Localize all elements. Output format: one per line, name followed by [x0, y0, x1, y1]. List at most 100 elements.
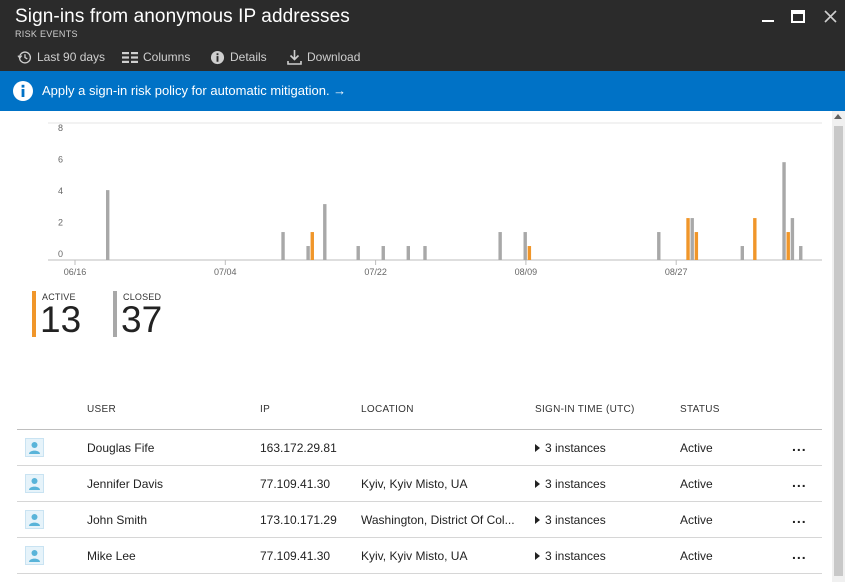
closed-bar[interactable] — [523, 232, 527, 260]
scroll-up-arrow-icon[interactable] — [834, 114, 842, 119]
maximize-icon[interactable] — [789, 8, 807, 26]
active-value: 13 — [40, 299, 82, 340]
cell-user: John Smith — [87, 513, 148, 527]
download-icon — [287, 50, 302, 65]
cell-ip: 77.109.41.30 — [260, 549, 331, 563]
table-header: USER IP LOCATION SIGN-IN TIME (UTC) STAT… — [17, 392, 822, 430]
minimize-icon[interactable] — [759, 8, 777, 26]
table-row[interactable]: Mike Lee 77.109.41.30 Kyiv, Kyiv Misto, … — [17, 538, 822, 574]
close-icon[interactable] — [822, 8, 840, 26]
blade-header: Sign-ins from anonymous IP addresses RIS… — [0, 0, 845, 71]
y-tick-label: 4 — [58, 186, 63, 196]
closed-bar[interactable] — [356, 246, 360, 260]
column-header-ip[interactable]: IP — [260, 404, 271, 415]
user-avatar-icon — [25, 546, 44, 565]
user-avatar-icon — [25, 438, 44, 457]
active-label: ACTIVE — [42, 292, 76, 302]
policy-banner: Apply a sign-in risk policy for automati… — [0, 71, 845, 111]
closed-bar[interactable] — [657, 232, 661, 260]
event-counts: ACTIVE 13 CLOSED 37 — [0, 291, 300, 351]
y-tick-label: 8 — [58, 123, 63, 133]
vertical-scrollbar[interactable] — [832, 111, 845, 582]
closed-bar[interactable] — [306, 246, 310, 260]
expand-caret-icon — [535, 480, 540, 488]
download-label: Download — [307, 50, 361, 64]
expand-caret-icon — [535, 516, 540, 524]
columns-icon — [122, 51, 138, 63]
instances-label: 3 instances — [545, 477, 606, 491]
closed-bar[interactable] — [406, 246, 410, 260]
x-tick-label: 07/04 — [214, 267, 237, 277]
scrollbar-thumb[interactable] — [834, 126, 843, 576]
instances-label: 3 instances — [545, 549, 606, 563]
closed-bar[interactable] — [106, 190, 110, 260]
closed-bar[interactable] — [498, 232, 502, 260]
active-bar[interactable] — [527, 246, 532, 260]
closed-bar[interactable] — [381, 246, 385, 260]
y-tick-label: 2 — [58, 217, 63, 227]
closed-bar[interactable] — [799, 246, 803, 260]
cell-user: Douglas Fife — [87, 441, 155, 455]
cell-signin-time[interactable]: 3 instances — [535, 549, 675, 563]
expand-caret-icon — [535, 552, 540, 560]
cell-ip: 77.109.41.30 — [260, 477, 331, 491]
y-tick-label: 0 — [58, 249, 63, 259]
history-icon — [17, 50, 32, 64]
cell-signin-time[interactable]: 3 instances — [535, 441, 675, 455]
closed-bar[interactable] — [782, 162, 786, 260]
details-button[interactable]: Details — [210, 46, 267, 68]
last-90-days-label: Last 90 days — [37, 50, 106, 64]
cell-location: Kyiv, Kyiv Misto, UA — [361, 549, 468, 563]
table-row[interactable]: John Smith 173.10.171.29 Washington, Dis… — [17, 502, 822, 538]
closed-bar[interactable] — [690, 218, 694, 260]
active-bar[interactable] — [694, 232, 699, 260]
columns-button[interactable]: Columns — [122, 46, 190, 68]
columns-label: Columns — [143, 50, 191, 64]
table-row[interactable]: Jennifer Davis 77.109.41.30 Kyiv, Kyiv M… — [17, 466, 822, 502]
more-options-icon[interactable]: ... — [792, 546, 807, 562]
closed-bar[interactable] — [423, 246, 427, 260]
cell-location: Washington, District Of Col... — [361, 513, 515, 527]
cell-ip: 173.10.171.29 — [260, 513, 337, 527]
info-icon — [210, 50, 225, 64]
page-subtitle: RISK EVENTS — [15, 29, 78, 39]
cell-signin-time[interactable]: 3 instances — [535, 477, 675, 491]
column-header-location[interactable]: LOCATION — [361, 404, 414, 415]
x-tick-label: 08/09 — [515, 267, 538, 277]
more-options-icon[interactable]: ... — [792, 438, 807, 454]
user-avatar-icon — [25, 510, 44, 529]
user-avatar-icon — [25, 474, 44, 493]
closed-color-bar — [113, 291, 117, 337]
closed-label: CLOSED — [123, 292, 162, 302]
table-row[interactable]: Douglas Fife 163.172.29.81 3 instances A… — [17, 430, 822, 466]
risk-events-table: USER IP LOCATION SIGN-IN TIME (UTC) STAT… — [17, 392, 822, 574]
cell-user: Mike Lee — [87, 549, 136, 563]
more-options-icon[interactable]: ... — [792, 474, 807, 490]
active-bar[interactable] — [786, 232, 790, 260]
column-header-status[interactable]: STATUS — [680, 404, 720, 415]
cell-status: Active — [680, 513, 713, 527]
x-tick-label: 07/22 — [364, 267, 387, 277]
apply-risk-policy-link[interactable]: Apply a sign-in risk policy for automati… — [42, 83, 347, 98]
column-header-signin-time[interactable]: SIGN-IN TIME (UTC) — [535, 404, 635, 415]
more-options-icon[interactable]: ... — [792, 510, 807, 526]
x-tick-label: 08/27 — [665, 267, 688, 277]
active-bar[interactable] — [753, 218, 757, 260]
content-area: 8 6 4 2 0 06/16 07/04 07/22 08/09 08/27 ACTIVE 1… — [0, 111, 832, 582]
last-90-days-button[interactable]: Last 90 days — [17, 46, 105, 68]
cell-status: Active — [680, 549, 713, 563]
closed-bar[interactable] — [740, 246, 744, 260]
closed-bar[interactable] — [281, 232, 285, 260]
cell-location: Kyiv, Kyiv Misto, UA — [361, 477, 468, 491]
closed-bar[interactable] — [790, 218, 795, 260]
closed-bar[interactable] — [323, 204, 327, 260]
active-bar[interactable] — [310, 232, 314, 260]
active-color-bar — [32, 291, 36, 337]
download-button[interactable]: Download — [287, 46, 360, 68]
cell-signin-time[interactable]: 3 instances — [535, 513, 675, 527]
column-header-user[interactable]: USER — [87, 404, 116, 415]
cell-ip: 163.172.29.81 — [260, 441, 337, 455]
active-bar[interactable] — [686, 218, 690, 260]
toolbar: Last 90 days Columns Details Download — [0, 46, 845, 68]
cell-status: Active — [680, 477, 713, 491]
